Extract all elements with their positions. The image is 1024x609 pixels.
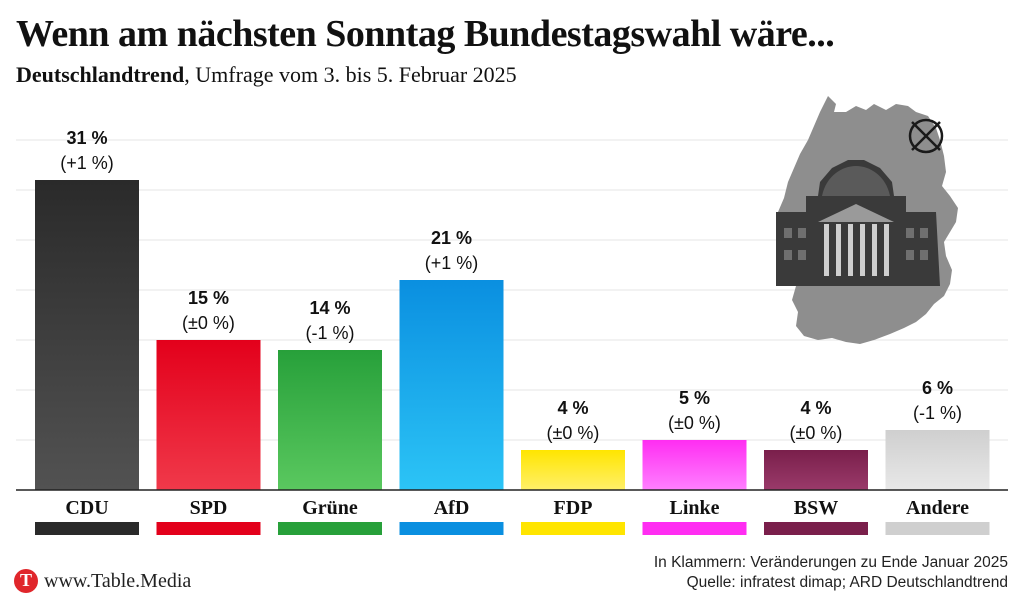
change-label: (+1 %)	[60, 153, 114, 173]
bar-labels: 31 % (+1 %) 15 % (±0 %) 14 % (-1 %) 21 % (+1 %)…	[60, 128, 962, 443]
germany-map-illustration	[776, 96, 958, 344]
reichstag-columns	[824, 224, 889, 276]
reichstag-windows	[784, 228, 928, 260]
color-swatch	[764, 522, 868, 535]
value-label: 4 %	[800, 398, 831, 418]
chart-subtitle: Deutschlandtrend, Umfrage vom 3. bis 5. …	[16, 62, 517, 88]
change-label: (±0 %)	[182, 313, 235, 333]
bar-spd	[156, 340, 261, 490]
bar-grüne	[278, 350, 382, 490]
brand: www.Table.Media	[14, 569, 191, 593]
ballot-cross-icon	[908, 118, 944, 154]
subtitle-date-range: , Umfrage vom 3. bis 5. Februar 2025	[184, 62, 517, 87]
change-label: (±0 %)	[668, 413, 721, 433]
bar-cdu	[35, 180, 139, 490]
color-swatch	[521, 522, 625, 535]
value-label: 4 %	[557, 398, 588, 418]
value-label: 21 %	[431, 228, 472, 248]
category-label: Linke	[669, 497, 719, 519]
value-label: 6 %	[922, 378, 953, 398]
value-label: 14 %	[309, 298, 350, 318]
color-swatch	[642, 522, 747, 535]
chart-title: Wenn am nächsten Sonntag Bundestagswahl …	[16, 13, 835, 55]
change-label: (±0 %)	[547, 423, 600, 443]
value-label: 5 %	[679, 388, 710, 408]
subtitle-source: Deutschlandtrend	[16, 62, 185, 87]
bar-afd	[399, 280, 504, 490]
reichstag-building	[776, 160, 940, 286]
category-label: SPD	[190, 497, 228, 519]
color-swatch	[278, 522, 382, 535]
color-swatches	[35, 522, 990, 535]
category-label: FDP	[554, 497, 593, 519]
footnote-source: Quelle: infratest dimap; ARD Deutschland…	[686, 574, 1008, 591]
category-label: CDU	[65, 497, 108, 519]
category-label: Grüne	[302, 497, 358, 519]
category-labels: CDU SPD Grüne AfD FDP Linke BSW Andere	[65, 497, 969, 519]
category-label: AfD	[434, 497, 470, 519]
change-label: (-1 %)	[913, 403, 962, 423]
bar-linke	[642, 440, 747, 490]
table-media-logo-icon	[14, 569, 38, 593]
value-label: 31 %	[66, 128, 107, 148]
category-label: Andere	[906, 497, 969, 519]
footnote-changes: In Klammern: Veränderungen zu Ende Janua…	[653, 554, 1008, 571]
change-label: (±0 %)	[790, 423, 843, 443]
change-label: (-1 %)	[306, 323, 355, 343]
color-swatch	[399, 522, 504, 535]
color-swatch	[156, 522, 261, 535]
brand-url: www.Table.Media	[44, 569, 192, 592]
bar-fdp	[521, 450, 625, 490]
color-swatch	[885, 522, 990, 535]
bar-andere	[885, 430, 990, 490]
value-label: 15 %	[188, 288, 229, 308]
footer-note: In Klammern: Veränderungen zu Ende Janua…	[654, 553, 1008, 593]
bar-bsw	[764, 450, 868, 490]
change-label: (+1 %)	[425, 253, 479, 273]
category-label: BSW	[794, 497, 838, 519]
color-swatch	[35, 522, 139, 535]
reichstag-dome	[822, 166, 890, 196]
reichstag-pediment	[818, 204, 894, 222]
bars	[35, 180, 990, 490]
